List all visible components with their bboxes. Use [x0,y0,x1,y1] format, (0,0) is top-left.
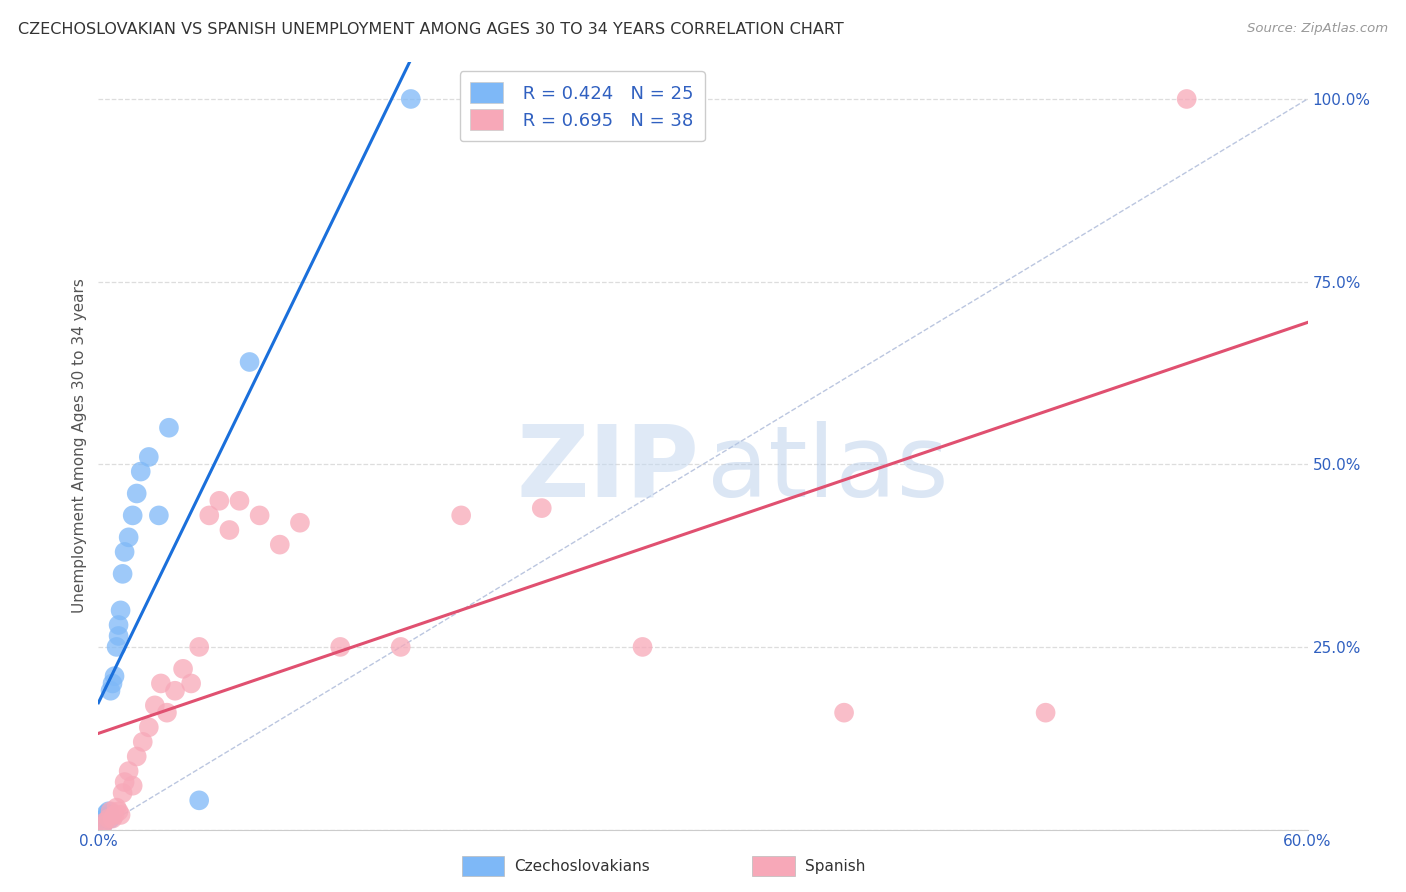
Text: CZECHOSLOVAKIAN VS SPANISH UNEMPLOYMENT AMONG AGES 30 TO 34 YEARS CORRELATION CH: CZECHOSLOVAKIAN VS SPANISH UNEMPLOYMENT … [18,22,844,37]
Point [118,764,141,778]
Point [107,629,129,643]
Point [228,493,250,508]
Point [156,706,179,720]
Point [389,640,412,654]
Point [105,800,128,814]
Point [110,808,132,822]
Point [143,698,166,713]
Point [163,683,186,698]
Point [218,523,240,537]
Point [138,450,160,464]
Point [157,421,180,435]
Point [288,516,311,530]
Point [148,508,170,523]
Point [111,786,134,800]
Point [208,493,231,508]
Point [180,676,202,690]
Point [110,603,132,617]
Text: Spanish: Spanish [804,859,865,873]
Point [91,819,114,833]
Point [101,812,124,826]
Point [138,720,160,734]
Point [100,812,122,826]
Point [149,676,172,690]
Point [91,819,114,833]
Point [1035,706,1057,720]
Point [100,683,122,698]
Point [100,805,122,819]
Y-axis label: Unemployment Among Ages 30 to 34 years: Unemployment Among Ages 30 to 34 years [72,278,87,614]
Point [832,706,855,720]
Point [114,545,136,559]
Legend:  R = 0.424   N = 25,  R = 0.695   N = 38: R = 0.424 N = 25, R = 0.695 N = 38 [460,71,704,141]
Point [530,501,553,516]
Point [198,508,221,523]
Text: Czechoslovakians: Czechoslovakians [515,859,650,873]
Point [172,662,194,676]
Point [93,815,115,830]
Point [101,676,124,690]
Point [114,775,136,789]
Point [132,735,155,749]
Text: ZIP: ZIP [516,420,699,517]
Point [188,793,211,807]
Point [125,486,148,500]
Point [107,618,129,632]
Point [269,538,291,552]
Point [96,806,118,821]
Point [129,465,152,479]
Point [399,92,422,106]
Point [450,508,472,523]
Point [125,749,148,764]
Point [121,508,143,523]
Point [239,355,262,369]
Point [329,640,352,654]
Point [97,812,120,826]
Point [103,669,125,683]
Text: atlas: atlas [707,420,948,517]
Point [103,808,125,822]
Point [97,805,120,819]
Point [1175,92,1198,106]
Text: Source: ZipAtlas.com: Source: ZipAtlas.com [1247,22,1388,36]
Point [118,530,141,544]
Point [249,508,271,523]
Point [188,640,211,654]
Point [96,809,118,823]
Point [111,566,134,581]
Point [105,640,128,654]
Point [631,640,654,654]
Point [93,812,115,826]
Point [121,779,143,793]
Point [107,805,129,819]
